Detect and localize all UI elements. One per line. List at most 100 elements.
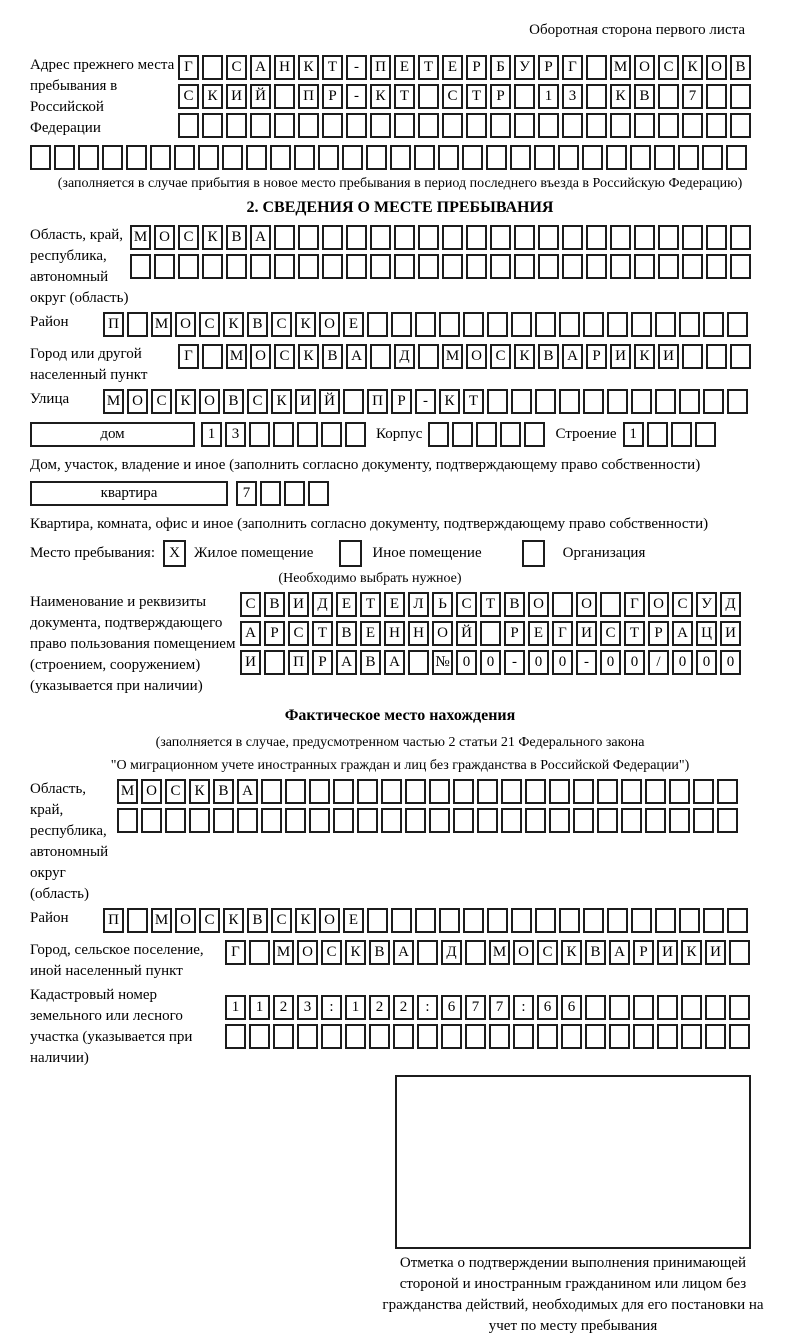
char-grid-korpus xyxy=(428,422,546,447)
char-cell: С xyxy=(456,592,477,617)
char-cell: Е xyxy=(394,55,415,80)
char-cell: Р xyxy=(322,84,343,109)
char-cell xyxy=(222,145,243,170)
char-cell xyxy=(141,808,162,833)
char-cell: 0 xyxy=(624,650,645,675)
char-cell: Г xyxy=(562,55,583,80)
char-cell xyxy=(511,312,532,337)
char-cell xyxy=(381,808,402,833)
char-cell: П xyxy=(367,389,388,414)
char-cell: Б xyxy=(490,55,511,80)
stamp-note: Отметка о подтверждении выполнения прини… xyxy=(382,1255,764,1334)
char-cell: 1 xyxy=(622,422,644,447)
char-cell: С xyxy=(240,592,261,617)
char-cell xyxy=(514,113,535,138)
char-cell: Й xyxy=(456,621,477,646)
char-cell: Т xyxy=(624,621,645,646)
char-cell: 6 xyxy=(537,995,558,1020)
char-cell xyxy=(150,145,171,170)
char-cell xyxy=(607,908,628,933)
char-cell: И xyxy=(705,940,726,965)
char-cell xyxy=(501,779,522,804)
char-cell xyxy=(237,808,258,833)
char-cell xyxy=(511,389,532,414)
checkbox-org xyxy=(521,540,545,567)
char-cell xyxy=(298,225,319,250)
char-cell xyxy=(501,808,522,833)
char-cell: В xyxy=(585,940,606,965)
char-cell: К xyxy=(610,84,631,109)
char-cell xyxy=(463,908,484,933)
korpus-label: Корпус xyxy=(376,426,423,442)
char-cell: С xyxy=(271,908,292,933)
char-cell: К xyxy=(295,312,316,337)
char-cell: М xyxy=(273,940,294,965)
char-cell xyxy=(414,145,435,170)
char-grid-kadastr-2 xyxy=(225,1024,750,1049)
char-cell: У xyxy=(514,55,535,80)
field-oblast: Область, край, республика, автономный ок… xyxy=(30,225,770,309)
char-cell xyxy=(476,422,498,447)
char-cell: Г xyxy=(552,621,573,646)
char-cell xyxy=(154,254,175,279)
char-cell xyxy=(415,908,436,933)
char-cell xyxy=(706,344,727,369)
char-cell: О xyxy=(634,55,655,80)
char-cell xyxy=(490,113,511,138)
char-cell: С xyxy=(321,940,342,965)
char-grid-fact-oblast-2 xyxy=(117,808,738,833)
char-cell xyxy=(726,145,747,170)
char-cell: О xyxy=(199,389,220,414)
char-cell xyxy=(525,779,546,804)
char-cell: И xyxy=(240,650,261,675)
fact-title: Фактическое место нахождения xyxy=(284,707,516,724)
char-cell: 1 xyxy=(225,995,246,1020)
char-cell xyxy=(370,254,391,279)
mesto-label: Место пребывания: xyxy=(30,545,155,561)
char-cell xyxy=(510,145,531,170)
char-cell: 3 xyxy=(225,422,246,447)
char-cell xyxy=(486,145,507,170)
char-cell xyxy=(489,1024,510,1049)
char-cell xyxy=(408,650,429,675)
char-cell: К xyxy=(681,940,702,965)
char-cell xyxy=(246,145,267,170)
char-cell: А xyxy=(672,621,693,646)
mesto-row: Место пребывания: X Жилое помещение Иное… xyxy=(30,540,770,567)
char-cell: С xyxy=(226,55,247,80)
char-cell: 0 xyxy=(552,650,573,675)
char-cell: 0 xyxy=(528,650,549,675)
char-cell: - xyxy=(415,389,436,414)
char-cell xyxy=(178,254,199,279)
char-cell: К xyxy=(345,940,366,965)
char-cell xyxy=(558,145,579,170)
char-cell xyxy=(370,225,391,250)
char-cell: - xyxy=(346,84,367,109)
char-cell: Т xyxy=(418,55,439,80)
char-cell xyxy=(549,779,570,804)
char-cell: Е xyxy=(360,621,381,646)
char-cell xyxy=(393,1024,414,1049)
ulitsa-label: Улица xyxy=(30,391,70,407)
char-cell xyxy=(727,389,748,414)
char-cell xyxy=(322,254,343,279)
char-cell: В xyxy=(247,908,268,933)
char-cell xyxy=(586,55,607,80)
char-cell: : xyxy=(513,995,534,1020)
char-cell: К xyxy=(439,389,460,414)
char-cell: В xyxy=(226,225,247,250)
char-cell: Т xyxy=(480,592,501,617)
char-cell xyxy=(633,995,654,1020)
char-cell xyxy=(538,225,559,250)
char-cell xyxy=(226,113,247,138)
char-cell xyxy=(559,908,580,933)
char-cell xyxy=(381,779,402,804)
char-cell xyxy=(439,312,460,337)
char-cell: 7 xyxy=(489,995,510,1020)
char-cell xyxy=(634,113,655,138)
char-cell: С xyxy=(199,312,220,337)
char-cell: Р xyxy=(391,389,412,414)
